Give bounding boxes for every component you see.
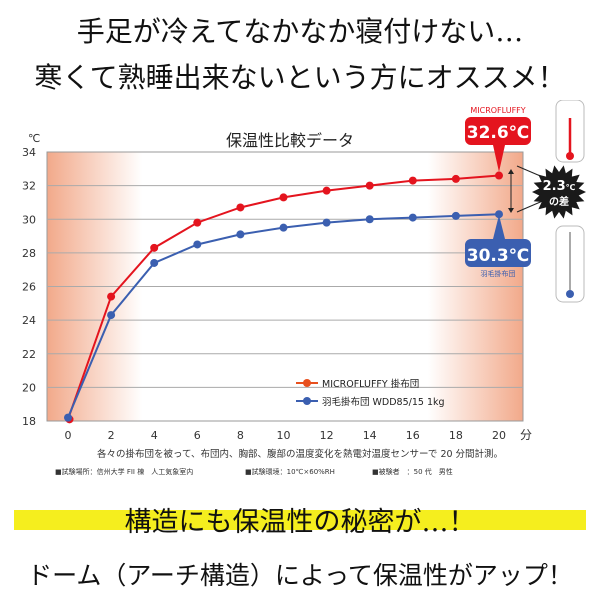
data-point-0 [365,181,374,190]
x-tick-label: 12 [320,429,334,442]
data-point-0 [408,176,417,185]
legend: MICROFLUFFY 掛布団 羽毛掛布団 WDD85/15 1kg [296,378,445,408]
y-tick-label: 22 [22,348,36,361]
blue-callout-value: 30.3℃ [467,246,530,266]
data-point-1 [193,240,202,249]
red-callout-label: MICROFLUFFY [470,106,525,115]
x-tick-label: 18 [449,429,463,442]
data-point-1 [150,258,159,267]
footer-line2: ドーム（アーチ構造）によって保温性がアップ！ [27,561,573,590]
diff-starburst [532,165,586,219]
y-tick-label: 20 [22,381,36,394]
data-point-1 [408,213,417,222]
x-unit: 分 [520,428,532,442]
thermometer-red-icon [555,100,585,163]
x-tick-label: 4 [151,429,158,442]
y-tick-label: 34 [22,146,36,159]
y-tick-label: 18 [22,415,36,428]
y-tick-label: 24 [22,314,36,327]
x-tick-label: 2 [108,429,115,442]
data-point-1 [279,223,288,232]
x-tick-label: 8 [237,429,244,442]
y-tick-label: 28 [22,247,36,260]
y-unit: ℃ [28,132,40,145]
x-tick-label: 20 [492,429,506,442]
data-point-1 [322,218,331,227]
data-point-0 [193,218,202,227]
y-tick-label: 26 [22,281,36,294]
legend-label-red: MICROFLUFFY 掛布団 [322,378,419,390]
thermometer-blue-icon [555,225,585,303]
footer-line1: 構造にも保温性の秘密が…！ [124,507,476,538]
note-environment: ■試験環境：10℃×60%RH [245,467,335,476]
headline-line2: 寒くて熟睡出来ないという方にオススメ！ [34,61,566,94]
data-point-1 [64,413,72,422]
data-point-1 [365,215,374,224]
data-point-1 [495,210,503,219]
legend-marker-blue [303,397,311,405]
data-point-0 [150,243,159,252]
red-callout [465,117,531,172]
note-subject: ■被験者 ：50 代 男性 [372,467,453,476]
red-callout-value: 32.6℃ [467,123,530,143]
x-tick-label: 10 [277,429,291,442]
x-tick-label: 16 [406,429,420,442]
x-tick-label: 6 [194,429,201,442]
data-point-0 [279,193,288,202]
headline-line1: 手足が冷えてなかなか寝付けない… [76,15,524,48]
blue-callout [465,215,531,267]
legend-marker-red [303,379,311,387]
data-point-0 [495,171,503,180]
highlight-bar [14,510,586,530]
y-tick-label: 30 [22,213,36,226]
data-point-0 [322,186,331,195]
data-point-0 [236,203,245,212]
diff-suffix: の差 [549,195,569,208]
chart-caption: 各々の掛布団を被って、布団内、胸部、腹部の温度変化を熱電対温度センサーで 20 … [97,448,503,460]
data-point-1 [236,230,245,239]
data-point-0 [451,174,460,183]
y-tick-label: 32 [22,180,36,193]
data-point-1 [107,311,116,320]
blue-callout-label: 羽毛掛布団 [481,269,516,278]
chart-title: 保温性比較データ [226,131,354,150]
x-tick-label: 0 [65,429,72,442]
diff-value: 2.3℃ [543,179,576,194]
x-tick-label: 14 [363,429,377,442]
data-point-1 [451,211,460,220]
note-location: ■試験場所：信州大学 FII 棟 人工気象室内 [55,467,193,476]
legend-label-blue: 羽毛掛布団 WDD85/15 1kg [322,396,445,408]
data-point-0 [107,292,116,301]
